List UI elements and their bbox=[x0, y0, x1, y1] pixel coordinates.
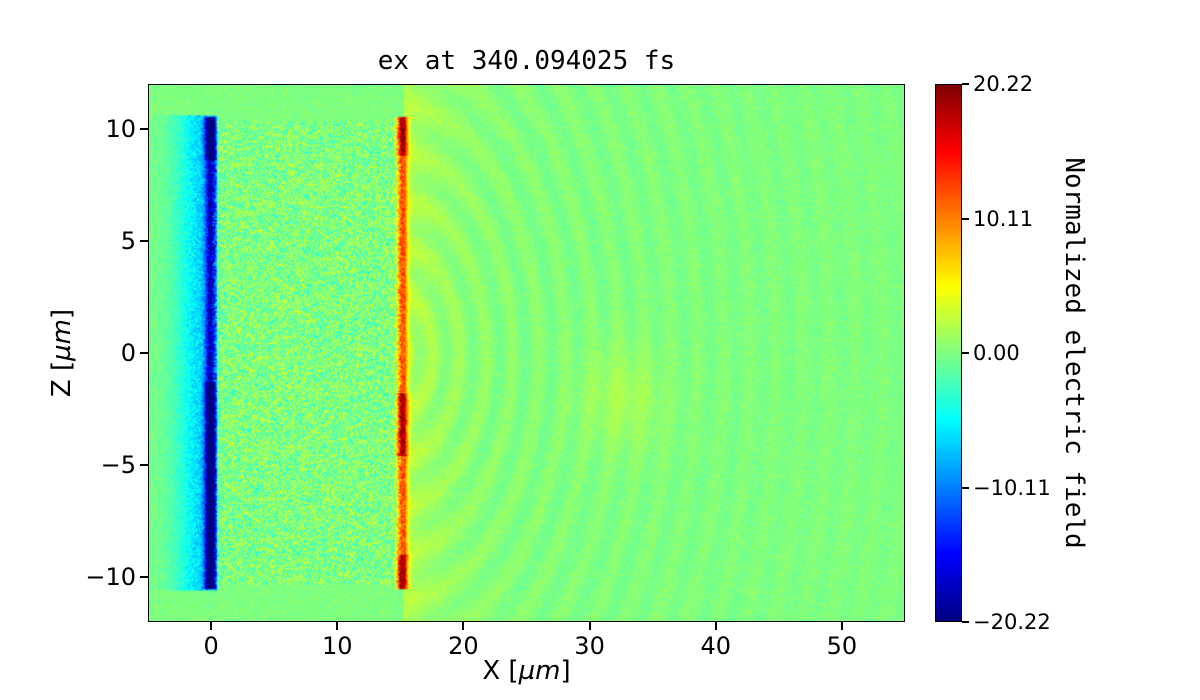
x-axis-label: X [µm] bbox=[148, 656, 905, 686]
colorbar-tick-label: −10.11 bbox=[973, 475, 1051, 500]
colorbar-tick-label: 0.00 bbox=[973, 341, 1020, 365]
x-tick-mark bbox=[210, 622, 213, 630]
colorbar-tick-label: −20.22 bbox=[973, 610, 1051, 634]
plot-title: ex at 340.094025 fs bbox=[377, 46, 676, 76]
x-tick-label: 0 bbox=[203, 632, 219, 660]
y-tick-mark bbox=[140, 464, 148, 467]
colorbar-gradient bbox=[935, 84, 962, 622]
y-tick-label: 0 bbox=[120, 339, 136, 367]
colorbar-tick-label: 10.11 bbox=[973, 206, 1034, 231]
y-tick-label: 10 bbox=[105, 114, 136, 143]
y-tick-mark bbox=[140, 352, 148, 354]
y-tick-mark bbox=[140, 239, 148, 242]
x-axis-label-suffix: ] bbox=[560, 656, 571, 686]
colorbar-tick-mark bbox=[962, 352, 969, 354]
heatmap-canvas bbox=[148, 84, 905, 622]
colorbar-tick-mark bbox=[962, 486, 969, 489]
x-tick-label: 20 bbox=[448, 632, 479, 660]
x-tick-mark bbox=[714, 622, 717, 630]
colorbar-tick-label: 20.22 bbox=[973, 72, 1034, 96]
x-tick-mark bbox=[840, 622, 843, 630]
x-tick-label: 30 bbox=[574, 632, 605, 660]
x-tick-label: 10 bbox=[321, 632, 353, 660]
colorbar-tick-mark bbox=[962, 217, 969, 220]
y-tick-label: 5 bbox=[120, 226, 136, 255]
x-axis-label-prefix: X [ bbox=[482, 656, 519, 686]
x-tick-mark bbox=[588, 622, 591, 630]
x-axis-label-unit: µm bbox=[518, 656, 561, 686]
y-tick-mark bbox=[140, 127, 148, 130]
x-tick-label: 50 bbox=[826, 632, 858, 660]
colorbar-tick-mark bbox=[962, 83, 969, 85]
x-tick-mark bbox=[336, 622, 339, 630]
y-tick-mark bbox=[140, 576, 148, 579]
y-tick-label: −5 bbox=[100, 451, 136, 480]
colorbar-tick-mark bbox=[962, 621, 969, 623]
y-tick-label: −10 bbox=[85, 563, 136, 592]
x-tick-mark bbox=[462, 622, 465, 630]
y-axis-label-suffix: ] bbox=[47, 308, 77, 320]
x-tick-label: 40 bbox=[700, 632, 732, 660]
